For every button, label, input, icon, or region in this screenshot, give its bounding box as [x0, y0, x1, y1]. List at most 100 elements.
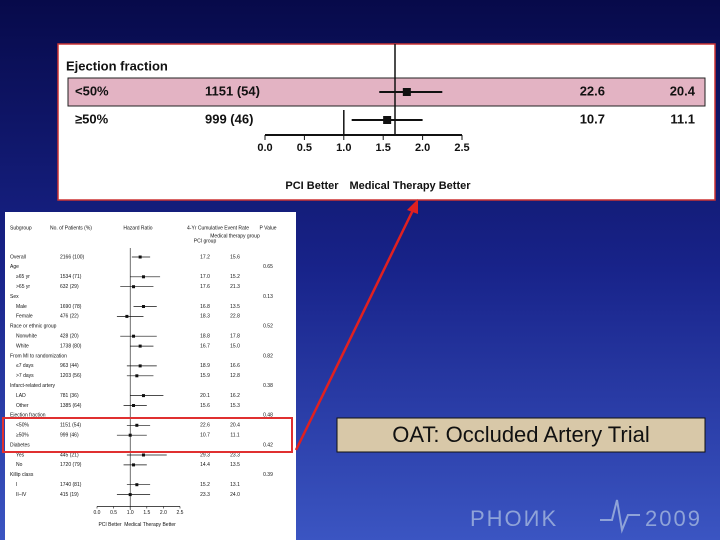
- row-label: Diabetes: [10, 442, 30, 448]
- row-patients: 1740 (81): [60, 482, 82, 488]
- row-p: 0.82: [263, 353, 273, 359]
- row-label: I: [16, 482, 17, 488]
- row-label: Other: [16, 403, 29, 409]
- row-patients: 445 (21): [60, 452, 79, 458]
- row-patients: 1720 (79): [60, 462, 82, 468]
- row-medical: 20.4: [230, 423, 240, 429]
- row-medical: 15.6: [230, 254, 240, 260]
- tick-label: 2.0: [415, 142, 430, 154]
- row-patients: 999 (46): [60, 433, 79, 439]
- header: P Value: [259, 225, 276, 231]
- row-label: <50%: [16, 423, 29, 429]
- caption: OAT: Occluded Artery Trial: [392, 422, 650, 447]
- row-medical: 12.8: [230, 373, 240, 379]
- row-pci: 16.8: [200, 304, 210, 310]
- row-pci: 20.1: [200, 393, 210, 399]
- row-label: Age: [10, 264, 19, 270]
- hr-point: [141, 394, 145, 398]
- header: Subgroup: [10, 225, 32, 231]
- hr-point: [402, 88, 411, 96]
- header: Hazard Ratio: [123, 225, 152, 231]
- row-pci: 16.7: [200, 343, 210, 349]
- row-p: 0.48: [263, 413, 273, 419]
- row-pci: 15.2: [200, 482, 210, 488]
- row-patients: 415 (19): [60, 492, 79, 498]
- hr-point: [135, 423, 139, 427]
- tick-label: 0.5: [297, 142, 312, 154]
- header: PCI group: [194, 238, 217, 244]
- row-patients: 1203 (56): [60, 373, 82, 379]
- row-patients: 781 (36): [60, 393, 79, 399]
- row-patients: 476 (22): [60, 314, 79, 320]
- hr-point: [138, 255, 142, 259]
- row-medical: 21.3: [230, 284, 240, 290]
- row-label: ≤7 days: [16, 363, 34, 369]
- header: No. of Patients (%): [50, 225, 92, 231]
- row-pci: 18.9: [200, 363, 210, 369]
- tick-label: 0.0: [94, 510, 101, 516]
- right-label: Medical Therapy Better: [124, 522, 176, 528]
- highlight-box: [2, 417, 293, 453]
- row-pci: 29.3: [200, 452, 210, 458]
- tick-label: 2.0: [160, 510, 167, 516]
- hr-point: [132, 334, 136, 338]
- hr-point: [138, 344, 142, 348]
- row-label: Race or ethnic group: [10, 324, 57, 330]
- row-medical: 22.8: [230, 314, 240, 320]
- row-label: Ejection fraction: [10, 413, 46, 419]
- header: Medical therapy group: [210, 233, 260, 239]
- row-p: 0.39: [263, 472, 273, 478]
- row-patients: 1690 (78): [60, 304, 82, 310]
- row-pci: 22.6: [200, 423, 210, 429]
- row-label: No: [16, 462, 23, 468]
- row-pci: 22.6: [580, 83, 605, 98]
- row-label: >7 days: [16, 373, 34, 379]
- row-medical: 13.1: [230, 482, 240, 488]
- row-medical: 24.0: [230, 492, 240, 498]
- row-medical: 13.5: [230, 462, 240, 468]
- row-patients: 1738 (80): [60, 343, 82, 349]
- row-medical: 16.2: [230, 393, 240, 399]
- row-p: 0.42: [263, 442, 273, 448]
- hr-point: [128, 433, 132, 437]
- row-patients: 1151 (54): [60, 423, 81, 429]
- hr-point: [132, 463, 136, 467]
- tick-label: 0.0: [257, 142, 272, 154]
- row-pci: 15.6: [200, 403, 210, 409]
- arrow-head: [407, 199, 418, 214]
- row-label: Nonwhite: [16, 334, 37, 340]
- hr-point: [132, 404, 136, 407]
- row-patients: 963 (44): [60, 363, 79, 369]
- row-label: ≥50%: [16, 433, 29, 439]
- row-label: ≥65 yr: [16, 274, 30, 280]
- caption-box: [336, 417, 706, 453]
- hr-point: [132, 285, 136, 289]
- hr-point: [128, 493, 132, 497]
- row-pci: 18.8: [200, 334, 210, 340]
- forest-panel: Subgroup No. of Patients (%) Hazard Ratio 4…: [5, 212, 296, 540]
- row-medical: 15.3: [230, 403, 240, 409]
- row-medical: 11.1: [670, 111, 695, 126]
- row-patients: 632 (29): [60, 284, 79, 290]
- row-pci: 14.4: [200, 462, 210, 468]
- row-pci: 17.2: [200, 254, 210, 260]
- row-label: Female: [16, 314, 33, 320]
- hr-point: [141, 275, 145, 279]
- row-pci: 23.3: [200, 492, 210, 498]
- tick-label: 1.0: [127, 510, 134, 516]
- row-medical: 20.4: [670, 83, 696, 98]
- row-label: ≥50%: [75, 111, 109, 126]
- row-medical: 13.5: [230, 304, 240, 310]
- row-p: 0.13: [263, 294, 273, 300]
- hr-point: [141, 305, 145, 308]
- row-patients: 1385 (64): [60, 403, 82, 409]
- tick-label: 1.0: [336, 142, 351, 154]
- row-pci: 17.0: [200, 274, 210, 280]
- row-medical: 16.6: [230, 363, 240, 369]
- hr-point: [125, 314, 129, 318]
- row-pci: 10.7: [580, 111, 605, 126]
- tick-label: 0.5: [110, 510, 117, 516]
- row-label: Yes: [16, 452, 25, 458]
- row-label: LAD: [16, 393, 26, 399]
